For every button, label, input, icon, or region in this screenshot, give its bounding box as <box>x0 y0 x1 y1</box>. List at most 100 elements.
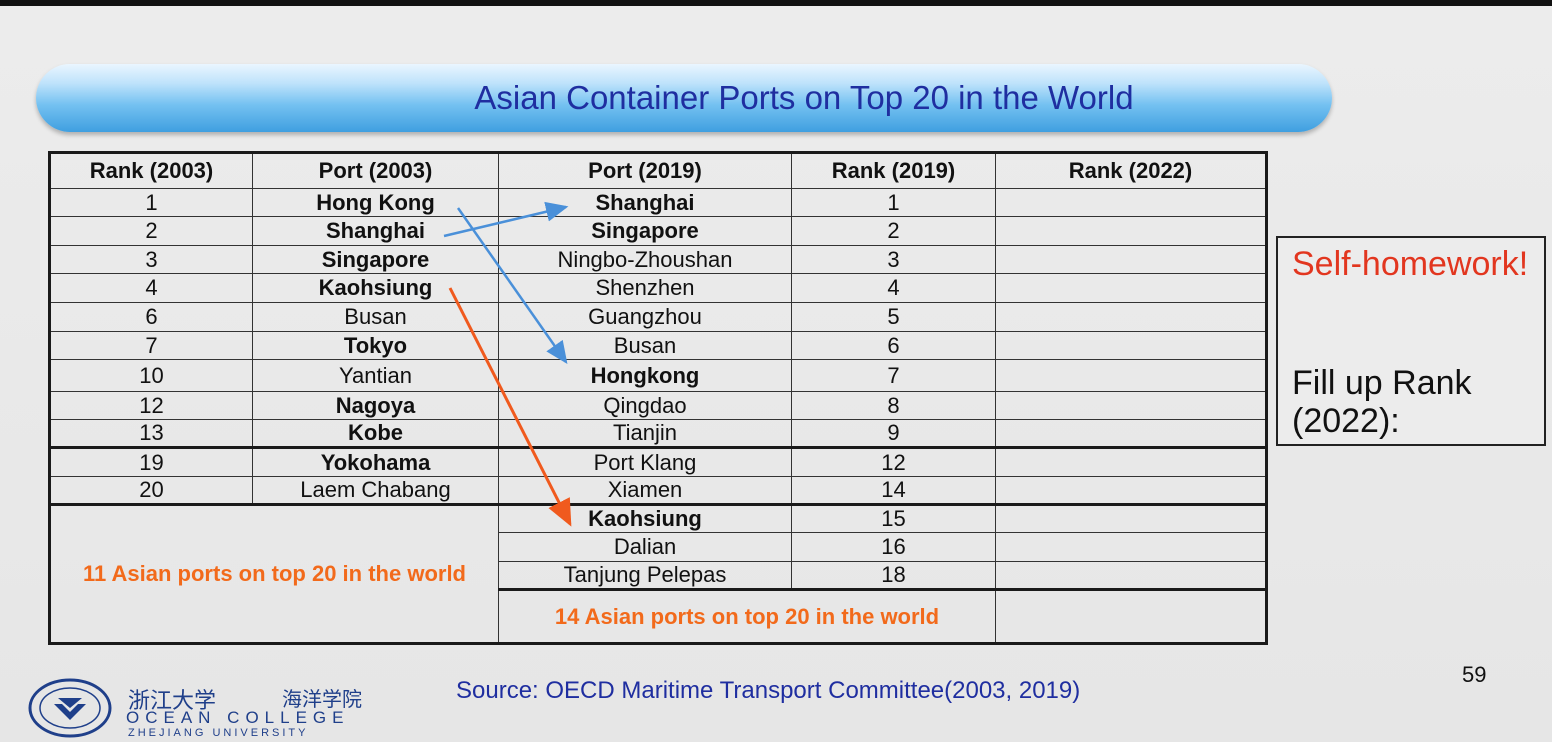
port-2003: Hong Kong <box>252 188 499 217</box>
logo-university: ZHEJIANG UNIVERSITY <box>128 727 309 739</box>
table-row: 20 Laem Chabang Xiamen 14 <box>49 476 1267 505</box>
port-2019: Hongkong <box>498 359 792 392</box>
rank-2019: 6 <box>791 331 996 360</box>
rank-2019: 7 <box>791 359 996 392</box>
rank-2019: 16 <box>791 532 996 562</box>
port-2003: Tokyo <box>252 331 499 360</box>
title-banner: Asian Container Ports on Top 20 in the W… <box>36 64 1332 132</box>
university-seal-icon <box>28 678 112 738</box>
port-2019: Busan <box>498 331 792 360</box>
table-row: 14 Asian ports on top 20 in the world <box>50 588 1267 644</box>
homework-title: Self-homework! <box>1292 245 1529 283</box>
summary-2019: 14 Asian ports on top 20 in the world <box>498 588 996 644</box>
rank-2022-cell <box>995 391 1267 420</box>
port-2019: Kaohsiung <box>498 503 792 533</box>
rank-2003: 10 <box>49 359 253 392</box>
port-2019: Ningbo-Zhoushan <box>498 245 792 274</box>
rank-2003: 20 <box>49 476 253 505</box>
rank-2022-cell <box>995 532 1267 562</box>
table-row: 10 Yantian Hongkong 7 <box>49 359 1267 392</box>
header-row: Rank (2003) Port (2003) Port (2019) Rank… <box>49 152 1267 189</box>
port-2003: Nagoya <box>252 391 499 420</box>
logo-chinese-college: 海洋学院 <box>282 687 362 711</box>
header-port-2003: Port (2003) <box>252 152 499 189</box>
table-row: 11 Asian ports on top 20 in the world Ka… <box>49 503 1267 644</box>
rank-2022-cell <box>995 503 1267 533</box>
header-rank-2019: Rank (2019) <box>791 152 996 189</box>
rank-2003: 6 <box>49 302 253 332</box>
rank-2022-cell <box>995 446 1267 477</box>
rank-2003: 1 <box>49 188 253 217</box>
rank-2022-cell <box>995 245 1267 274</box>
logo-english-name: OCEAN COLLEGE <box>126 708 350 727</box>
logo-chinese-name: 浙江大学 <box>128 689 217 714</box>
port-2019: Qingdao <box>498 391 792 420</box>
rank-2022-cell <box>995 188 1267 217</box>
header-rank-2003: Rank (2003) <box>49 152 253 189</box>
port-2019: Tianjin <box>498 419 792 448</box>
rank-2022-cell <box>995 216 1267 246</box>
rank-2022-cell <box>995 273 1267 303</box>
homework-box: Self-homework! Fill up Rank (2022): <box>1276 236 1546 446</box>
summary-2003: 11 Asian ports on top 20 in the world <box>49 503 499 644</box>
port-2003: Yokohama <box>252 446 499 477</box>
homework-instruction: Fill up Rank (2022): <box>1292 364 1472 440</box>
rank-2022-cell <box>995 588 1267 644</box>
rank-2019: 4 <box>791 273 996 303</box>
source-citation: Source: OECD Maritime Transport Committe… <box>456 677 1081 704</box>
rank-2019: 5 <box>791 302 996 332</box>
rank-2019: 1 <box>791 188 996 217</box>
table-row: 2 Shanghai Singapore 2 <box>49 216 1267 246</box>
rank-2003: 4 <box>49 273 253 303</box>
table-row: 19 Yokohama Port Klang 12 <box>49 446 1267 477</box>
port-2019: Guangzhou <box>498 302 792 332</box>
table-row: 13 Kobe Tianjin 9 <box>49 419 1267 448</box>
ports-table: Rank (2003) Port (2003) Port (2019) Rank… <box>48 151 1268 645</box>
table-row: 3 Singapore Ningbo-Zhoushan 3 <box>49 245 1267 274</box>
rank-2019: 2 <box>791 216 996 246</box>
port-2003: Singapore <box>252 245 499 274</box>
table-row: 7 Tokyo Busan 6 <box>49 331 1267 360</box>
rank-2003: 12 <box>49 391 253 420</box>
rank-2022-cell <box>995 561 1267 590</box>
table-row: 12 Nagoya Qingdao 8 <box>49 391 1267 420</box>
port-2003: Busan <box>252 302 499 332</box>
port-2019: Port Klang <box>498 446 792 477</box>
rank-2003: 2 <box>49 216 253 246</box>
rank-2019: 8 <box>791 391 996 420</box>
table-row: Tanjung Pelepas 18 <box>50 561 1267 590</box>
table-row: 4 Kaohsiung Shenzhen 4 <box>49 273 1267 303</box>
table-row: 1 Hong Kong Shanghai 1 <box>49 188 1267 217</box>
rank-2022-cell <box>995 359 1267 392</box>
rank-2022-cell <box>995 419 1267 448</box>
port-2003: Kaohsiung <box>252 273 499 303</box>
rank-2003: 19 <box>49 446 253 477</box>
port-2003: Shanghai <box>252 216 499 246</box>
table-row: 6 Busan Guangzhou 5 <box>49 302 1267 332</box>
rank-2019: 12 <box>791 446 996 477</box>
port-2003: Laem Chabang <box>252 476 499 505</box>
port-2003: Yantian <box>252 359 499 392</box>
rank-2003: 3 <box>49 245 253 274</box>
table-row: Dalian 16 <box>50 532 1267 562</box>
rank-2022-cell <box>995 302 1267 332</box>
rank-2019: 3 <box>791 245 996 274</box>
port-2003: Kobe <box>252 419 499 448</box>
port-2019: Tanjung Pelepas <box>498 561 792 590</box>
port-2019: Xiamen <box>498 476 792 505</box>
slide-title: Asian Container Ports on Top 20 in the W… <box>474 79 1134 116</box>
top-bar <box>0 0 1552 6</box>
port-2019: Singapore <box>498 216 792 246</box>
rank-2022-cell <box>995 476 1267 505</box>
port-2019: Shanghai <box>498 188 792 217</box>
rank-2003: 13 <box>49 419 253 448</box>
rank-2003: 7 <box>49 331 253 360</box>
rank-2019: 9 <box>791 419 996 448</box>
rank-2019: 18 <box>791 561 996 590</box>
rank-2019: 15 <box>791 503 996 533</box>
header-rank-2022: Rank (2022) <box>995 152 1267 189</box>
rank-2019: 14 <box>791 476 996 505</box>
header-port-2019: Port (2019) <box>498 152 792 189</box>
port-2019: Dalian <box>498 532 792 562</box>
rank-2022-cell <box>995 331 1267 360</box>
